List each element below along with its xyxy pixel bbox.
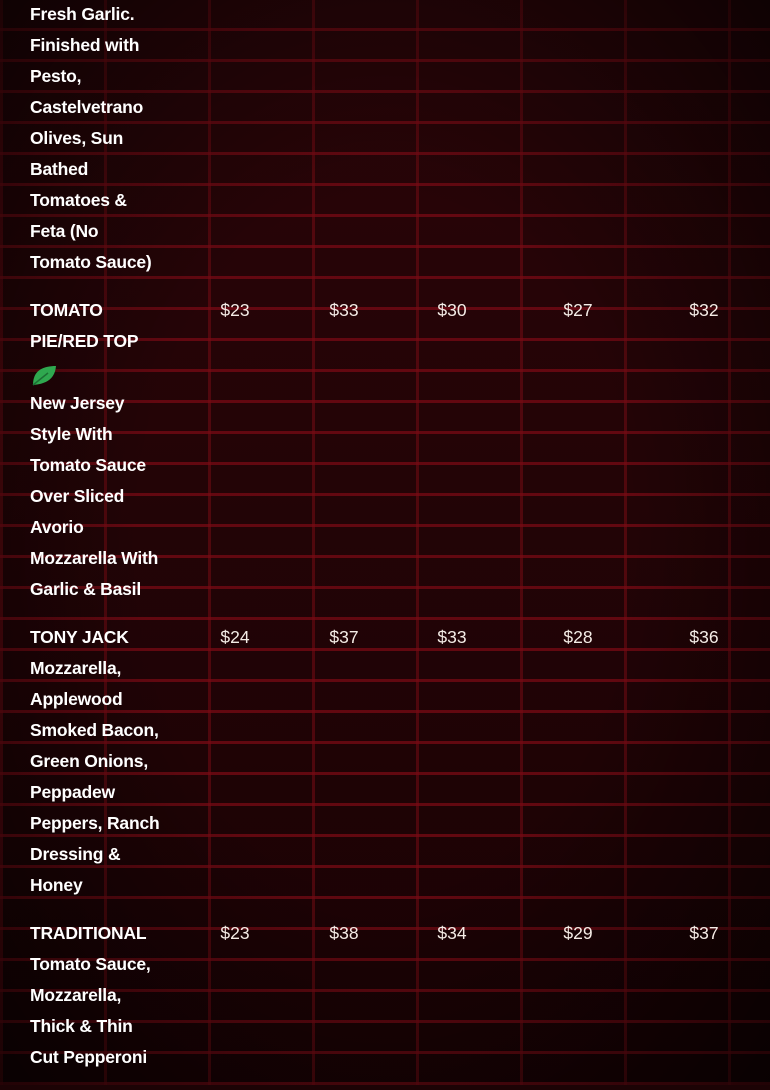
menu-item: TRADITIONAL Tomato Sauce, Mozzarella, Th… bbox=[0, 918, 770, 1090]
price: $33 bbox=[329, 299, 359, 320]
menu-item: TOMATO PIE/RED TOP New Jersey Style With… bbox=[0, 295, 770, 622]
item-description: Mozzarella, Applewood Smoked Bacon, Gree… bbox=[30, 657, 160, 895]
price: $33 bbox=[437, 626, 467, 647]
item-name: TONY JACK bbox=[30, 626, 129, 647]
price: $29 bbox=[563, 922, 593, 943]
price: $23 bbox=[220, 299, 250, 320]
menu-item: TONY JACK Mozzarella, Applewood Smoked B… bbox=[0, 622, 770, 918]
price: $36 bbox=[689, 626, 719, 647]
price: $23 bbox=[220, 922, 250, 943]
item-name: TOMATO PIE/RED TOP bbox=[30, 299, 139, 351]
leaf-icon bbox=[30, 357, 770, 388]
price: $34 bbox=[437, 922, 467, 943]
price: $24 bbox=[220, 626, 250, 647]
menu-item: Fresh Garlic. Finished with Pesto, Caste… bbox=[0, 0, 770, 295]
price: $28 bbox=[563, 626, 593, 647]
item-name: TRADITIONAL bbox=[30, 922, 147, 943]
item-description: New Jersey Style With Tomato Sauce Over … bbox=[30, 392, 159, 599]
price: $37 bbox=[329, 626, 359, 647]
price: $27 bbox=[563, 299, 593, 320]
price: $32 bbox=[689, 299, 719, 320]
price: $38 bbox=[329, 922, 359, 943]
item-description: Fresh Garlic. Finished with Pesto, Caste… bbox=[30, 3, 152, 272]
item-description: Tomato Sauce, Mozzarella, Thick & Thin C… bbox=[30, 953, 151, 1067]
price: $30 bbox=[437, 299, 467, 320]
price: $37 bbox=[689, 922, 719, 943]
